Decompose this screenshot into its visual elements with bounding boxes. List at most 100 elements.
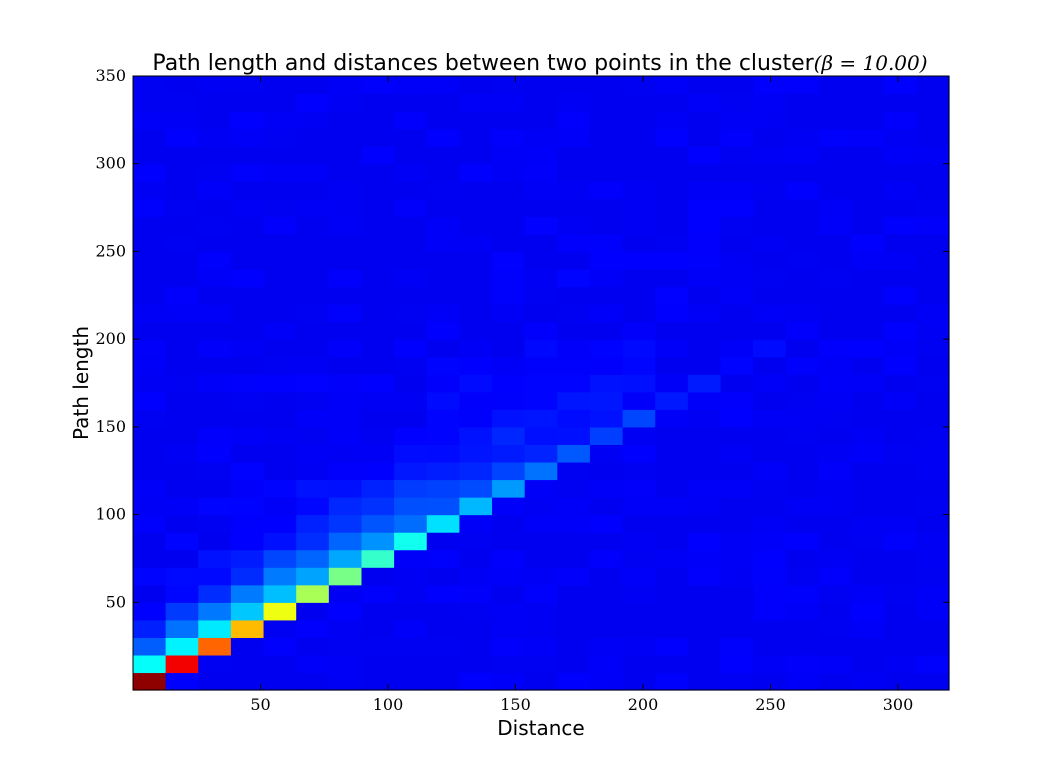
heatmap-cell	[916, 602, 950, 621]
heatmap-cell	[655, 409, 689, 428]
heatmap-cell	[459, 216, 493, 235]
heatmap-cell	[394, 76, 428, 95]
heatmap-cell	[622, 672, 656, 691]
heatmap-cell	[720, 532, 754, 551]
heatmap-cell	[524, 549, 558, 568]
heatmap-cell	[557, 321, 591, 340]
heatmap-cell	[557, 619, 591, 638]
heatmap-cell	[459, 163, 493, 182]
heatmap-cell	[883, 251, 917, 270]
heatmap-cell	[459, 602, 493, 621]
heatmap-cell	[720, 479, 754, 498]
heatmap-cell	[720, 128, 754, 147]
heatmap-cell	[459, 93, 493, 112]
heatmap-cell	[916, 567, 950, 586]
heatmap-cell	[426, 181, 460, 200]
heatmap-cell	[133, 198, 167, 217]
heatmap-cell	[818, 251, 852, 270]
heatmap-cell	[426, 304, 460, 323]
heatmap-cell	[524, 391, 558, 410]
heatmap-cell	[818, 514, 852, 533]
heatmap-cell	[328, 619, 363, 638]
heatmap-cell	[916, 672, 950, 691]
heatmap-cell	[524, 479, 558, 498]
heatmap-cell	[328, 268, 363, 288]
heatmap-cell	[263, 391, 297, 410]
heatmap-cell	[263, 374, 297, 393]
heatmap-cell	[687, 111, 722, 130]
heatmap-cell	[916, 549, 950, 568]
heatmap-cell	[198, 251, 232, 270]
heatmap-cell	[785, 93, 820, 112]
heatmap-cell	[524, 268, 558, 288]
heatmap-cell	[426, 497, 460, 516]
heatmap-cell	[296, 304, 330, 323]
heatmap-cell	[851, 216, 885, 235]
heatmap-cell	[165, 619, 199, 638]
heatmap-cell	[851, 374, 885, 393]
x-tick-label: 250	[755, 695, 786, 714]
heatmap-cell	[753, 479, 787, 498]
heatmap-cell	[361, 391, 395, 410]
x-tick-label: 200	[628, 695, 659, 714]
heatmap-cell	[622, 321, 656, 340]
heatmap-cell	[916, 654, 950, 674]
heatmap-cell	[394, 654, 428, 674]
heatmap-cell	[785, 76, 820, 95]
heatmap-cell	[394, 146, 428, 165]
heatmap-cell	[133, 409, 167, 428]
heatmap-cell	[394, 567, 428, 586]
heatmap-cell	[230, 268, 265, 288]
heatmap-cell	[557, 461, 591, 481]
heatmap-cell	[818, 391, 852, 410]
heatmap-cell	[361, 374, 395, 393]
heatmap-cell	[622, 146, 656, 165]
heatmap-cell	[883, 409, 917, 428]
heatmap-cell	[361, 619, 395, 638]
heatmap-cell	[296, 444, 330, 463]
heatmap-cell	[655, 339, 689, 358]
x-axis-label: Distance	[497, 716, 584, 740]
heatmap-cell	[687, 356, 722, 375]
heatmap-cell	[459, 637, 493, 656]
heatmap-cell	[851, 514, 885, 533]
heatmap-cell	[133, 233, 167, 253]
heatmap-cell	[753, 426, 787, 445]
heatmap-cell	[492, 619, 526, 638]
heatmap-cell	[916, 356, 950, 375]
heatmap-cell	[785, 268, 820, 288]
heatmap-cell	[753, 163, 787, 182]
heatmap-cell	[753, 304, 787, 323]
heatmap-cell	[622, 233, 656, 253]
heatmap-cell	[589, 602, 624, 621]
heatmap-cell	[818, 146, 852, 165]
heatmap-cell	[622, 461, 656, 481]
heatmap-cell	[492, 286, 526, 305]
heatmap-cell	[165, 146, 199, 165]
heatmap-cell	[198, 268, 232, 288]
heatmap-cell	[492, 128, 526, 147]
heatmap-cell	[492, 216, 526, 235]
heatmap-cell	[720, 584, 754, 603]
heatmap-cell	[622, 391, 656, 410]
heatmap-cell	[394, 602, 428, 621]
heatmap-cell	[263, 128, 297, 147]
heatmap-cell	[687, 76, 722, 95]
heatmap-cell	[263, 93, 297, 112]
heatmap-cell	[492, 637, 526, 656]
heatmap-cell	[753, 339, 787, 358]
heatmap-cell	[394, 163, 428, 182]
heatmap-cell	[589, 549, 624, 568]
heatmap-cell	[851, 304, 885, 323]
heatmap-cell	[883, 111, 917, 130]
heatmap-cell	[492, 444, 526, 463]
heatmap-cell	[459, 321, 493, 340]
heatmap-cell	[851, 637, 885, 656]
axis-ticks: 50 100 150 200 250 300 50 100 150 200 250 300 350	[95, 66, 949, 714]
heatmap-cell	[426, 619, 460, 638]
heatmap-cell	[328, 637, 363, 656]
heatmap-cell	[851, 567, 885, 586]
heatmap-cell	[687, 233, 722, 253]
heatmap-cell	[687, 567, 722, 586]
heatmap-cell	[557, 146, 591, 165]
